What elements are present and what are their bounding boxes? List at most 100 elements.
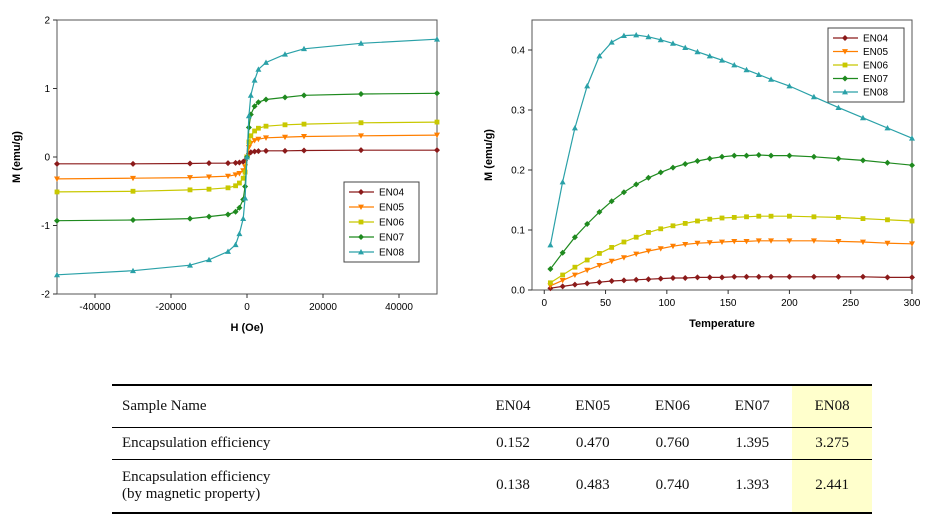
data-point: [743, 273, 750, 280]
data-point: [358, 40, 364, 46]
series-en07: [547, 152, 915, 272]
x-tick-label: 150: [720, 298, 737, 309]
data-point: [54, 271, 60, 278]
data-point: [633, 234, 639, 240]
y-tick-label: 0.3: [511, 106, 525, 117]
y-tick-label: -2: [41, 290, 50, 301]
data-point: [608, 278, 615, 284]
data-point: [620, 189, 627, 196]
table-cell: 0.760: [655, 434, 690, 451]
data-point: [358, 120, 364, 126]
y-tick-label: -1: [41, 221, 50, 232]
data-point: [240, 175, 246, 181]
data-point: [768, 238, 775, 244]
data-point: [54, 160, 60, 167]
data-point: [694, 48, 701, 55]
data-point: [706, 155, 713, 162]
y-tick-label: 0.1: [511, 226, 525, 237]
table-header-cell-highlight: EN08: [792, 385, 872, 427]
data-point: [572, 264, 578, 270]
data-point: [811, 214, 817, 220]
data-point: [755, 71, 762, 77]
series-en04: [547, 273, 915, 292]
data-point: [236, 230, 243, 237]
x-tick-label: 200: [781, 298, 798, 309]
data-point: [694, 274, 701, 281]
data-point: [836, 215, 841, 220]
data-point: [225, 248, 231, 254]
data-point: [282, 147, 288, 154]
x-tick-label: 0: [541, 298, 547, 309]
y-axis-label: M (emu/g): [483, 129, 495, 181]
data-point: [657, 169, 664, 176]
legend-entry: EN05: [379, 203, 404, 214]
plot-area: [531, 19, 913, 291]
legend-marker: [842, 89, 848, 95]
data-point: [694, 240, 701, 247]
data-point: [547, 242, 554, 248]
legend: EN04 EN05 EN06 EN07 EN08: [827, 27, 905, 103]
data-point: [669, 40, 676, 46]
legend-marker: [358, 234, 364, 240]
legend-entry: EN07: [379, 233, 404, 244]
data-point: [786, 273, 793, 280]
data-point: [657, 246, 664, 252]
x-axis-label: Temperature: [689, 318, 755, 330]
data-point: [645, 276, 652, 283]
data-point: [559, 179, 566, 185]
data-point: [596, 209, 603, 215]
data-point: [731, 239, 738, 245]
data-point: [695, 218, 700, 224]
data-point: [434, 132, 440, 139]
data-point: [596, 279, 603, 286]
data-point: [571, 272, 578, 278]
data-point: [130, 188, 136, 194]
table-cell-highlight: 3.275: [792, 427, 872, 459]
legend-entry: EN06: [863, 61, 888, 72]
data-point: [434, 119, 440, 125]
legend-entry: EN04: [379, 188, 404, 199]
legend-marker: [842, 75, 848, 82]
data-point: [232, 208, 239, 215]
data-point: [694, 158, 701, 164]
series-line: [550, 276, 912, 289]
data-point: [743, 152, 750, 159]
data-point: [621, 239, 627, 245]
data-point: [719, 57, 725, 63]
temperature-chart: 0.0 0.1 0.2 0.3 0.4 0 50 100 150 200 250 300 Tempera…: [483, 19, 921, 330]
data-point: [633, 276, 640, 283]
hysteresis-chart: -2 -1 0 1 2 -40000 -20000 0 20000 40000 H (Oe) M (e…: [11, 16, 440, 334]
data-point: [884, 125, 891, 131]
series-en08: [54, 36, 440, 278]
data-point: [242, 195, 249, 201]
data-point: [301, 147, 307, 154]
data-point: [282, 94, 288, 101]
legend-entry: EN08: [379, 248, 404, 259]
legend-entry: EN06: [379, 218, 404, 229]
data-point: [669, 275, 676, 281]
data-point: [755, 238, 762, 244]
legend-entry: EN04: [863, 34, 888, 45]
data-point: [885, 217, 890, 223]
data-point: [571, 234, 578, 241]
data-point: [835, 155, 842, 162]
data-point: [255, 66, 262, 72]
data-point: [232, 241, 239, 248]
data-point: [707, 216, 713, 222]
x-tick-label: -40000: [79, 302, 111, 313]
series-line: [549, 154, 913, 270]
table-cell: 0.740: [655, 477, 690, 494]
data-point: [282, 134, 288, 141]
y-tick-label: 0: [44, 153, 50, 164]
data-point: [225, 211, 231, 218]
data-point: [251, 138, 258, 144]
data-point: [719, 215, 725, 221]
data-point: [232, 172, 239, 178]
series-line: [550, 240, 913, 287]
data-point: [358, 90, 364, 97]
data-point: [859, 273, 866, 280]
data-point: [645, 248, 652, 254]
data-point: [719, 274, 725, 281]
data-point: [248, 133, 254, 139]
data-point: [358, 147, 364, 154]
